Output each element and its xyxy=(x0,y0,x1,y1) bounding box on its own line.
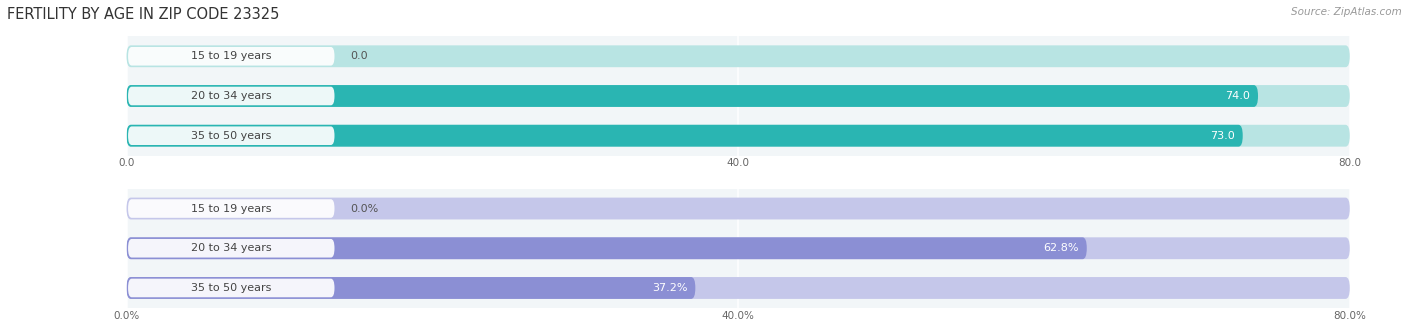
FancyBboxPatch shape xyxy=(128,126,335,145)
FancyBboxPatch shape xyxy=(127,277,1350,299)
FancyBboxPatch shape xyxy=(128,239,335,258)
FancyBboxPatch shape xyxy=(127,125,1243,147)
Text: 0.0%: 0.0% xyxy=(350,204,378,213)
FancyBboxPatch shape xyxy=(127,125,1350,147)
Text: FERTILITY BY AGE IN ZIP CODE 23325: FERTILITY BY AGE IN ZIP CODE 23325 xyxy=(7,7,280,22)
Text: 0.0: 0.0 xyxy=(350,51,367,61)
Text: 62.8%: 62.8% xyxy=(1043,243,1080,253)
FancyBboxPatch shape xyxy=(128,47,335,66)
Text: Source: ZipAtlas.com: Source: ZipAtlas.com xyxy=(1291,7,1402,17)
FancyBboxPatch shape xyxy=(127,85,1258,107)
FancyBboxPatch shape xyxy=(127,45,1350,67)
FancyBboxPatch shape xyxy=(127,277,696,299)
FancyBboxPatch shape xyxy=(127,237,1087,259)
Text: 15 to 19 years: 15 to 19 years xyxy=(191,204,271,213)
FancyBboxPatch shape xyxy=(127,237,1350,259)
FancyBboxPatch shape xyxy=(128,87,335,105)
Text: 15 to 19 years: 15 to 19 years xyxy=(191,51,271,61)
Text: 74.0: 74.0 xyxy=(1226,91,1250,101)
Text: 35 to 50 years: 35 to 50 years xyxy=(191,283,271,293)
Text: 35 to 50 years: 35 to 50 years xyxy=(191,131,271,141)
FancyBboxPatch shape xyxy=(127,198,1350,219)
Text: 20 to 34 years: 20 to 34 years xyxy=(191,91,271,101)
Text: 73.0: 73.0 xyxy=(1211,131,1234,141)
FancyBboxPatch shape xyxy=(127,85,1350,107)
Text: 37.2%: 37.2% xyxy=(652,283,688,293)
FancyBboxPatch shape xyxy=(128,199,335,218)
FancyBboxPatch shape xyxy=(128,279,335,297)
Text: 20 to 34 years: 20 to 34 years xyxy=(191,243,271,253)
